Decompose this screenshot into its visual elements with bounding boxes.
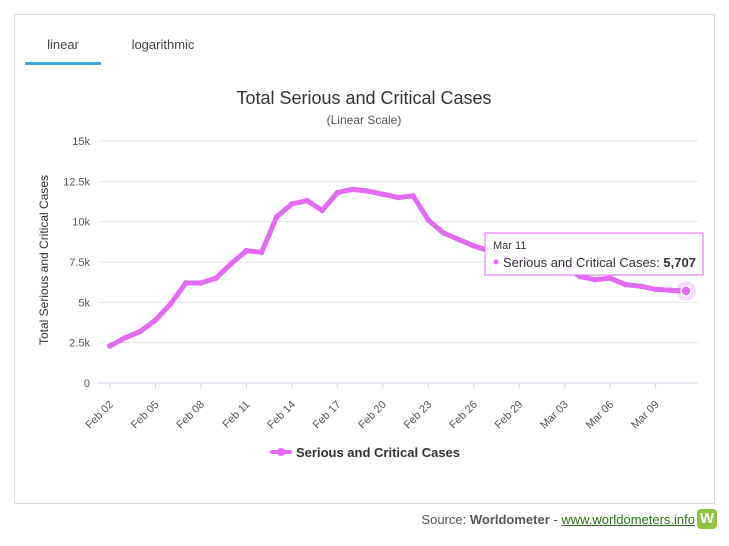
data-point xyxy=(334,189,341,196)
chart-title: Total Serious and Critical Cases xyxy=(236,88,491,108)
y-tick-label: 15k xyxy=(72,136,90,148)
data-point xyxy=(395,194,401,201)
x-tick-label: Mar 09 xyxy=(629,399,662,432)
source-link[interactable]: www.worldometers.info xyxy=(561,512,695,527)
data-point xyxy=(652,286,659,293)
data-point xyxy=(637,283,644,290)
source-separator: - xyxy=(549,512,562,527)
tooltip-text: Serious and Critical Cases: 5,707 xyxy=(503,255,696,270)
x-tick-label: Feb 11 xyxy=(220,399,252,431)
tooltip-label: Serious and Critical Cases: xyxy=(503,255,663,270)
tooltip-value: 5,707 xyxy=(663,255,696,270)
y-tick-label: 12.5k xyxy=(63,176,90,188)
source-line: Source: Worldometer - www.worldometers.i… xyxy=(421,509,695,531)
tooltip: Mar 11 Serious and Critical Cases: 5,707 xyxy=(484,232,704,276)
data-point xyxy=(410,193,416,199)
x-tick-label: Feb 23 xyxy=(402,399,435,432)
chart-subtitle: (Linear Scale) xyxy=(327,113,402,127)
worldometer-logo-icon[interactable]: W xyxy=(697,509,717,529)
legend-label: Serious and Critical Cases xyxy=(296,445,460,460)
y-tick-label: 7.5k xyxy=(69,257,90,269)
data-point xyxy=(198,280,204,286)
data-point xyxy=(137,328,144,335)
data-point xyxy=(364,188,371,194)
y-axis-label: Total Serious and Critical Cases xyxy=(37,175,51,345)
x-tick-labels: Feb 02 Feb 05 Feb 08 Feb 11 Feb 14 Feb 17 Feb … xyxy=(83,399,661,432)
data-point xyxy=(304,197,310,204)
x-tick-label: Mar 06 xyxy=(584,399,617,432)
x-tick-label: Feb 08 xyxy=(174,399,207,432)
data-point xyxy=(607,275,614,281)
data-point xyxy=(470,243,477,249)
data-point xyxy=(592,276,598,283)
tooltip-box xyxy=(484,232,704,276)
legend-marker xyxy=(277,448,285,456)
data-point xyxy=(182,280,189,286)
source-name: Worldometer xyxy=(469,512,550,527)
data-point xyxy=(228,260,235,267)
y-tick-label: 5k xyxy=(78,297,90,309)
data-point xyxy=(425,217,432,223)
tab-logarithmic[interactable]: logarithmic xyxy=(131,37,195,52)
data-point xyxy=(122,335,128,341)
y-tick-label: 2.5k xyxy=(69,338,90,350)
x-tick-label: Feb 14 xyxy=(265,399,298,432)
data-point xyxy=(455,236,462,243)
data-point xyxy=(167,301,174,307)
source-prefix: Source: xyxy=(421,512,470,527)
legend[interactable]: Serious and Critical Cases xyxy=(270,445,460,460)
x-tick-label: Feb 05 xyxy=(129,399,162,432)
tooltip-date: Mar 11 xyxy=(493,240,526,252)
x-tick-label: Feb 02 xyxy=(83,399,116,432)
grid xyxy=(98,140,698,388)
tooltip-dot xyxy=(493,259,499,265)
hover-point xyxy=(680,285,692,297)
data-point xyxy=(349,186,356,193)
x-tick-label: Feb 29 xyxy=(493,399,526,432)
y-tick-label: 0 xyxy=(84,378,90,390)
x-tick-label: Mar 03 xyxy=(538,399,571,432)
data-point xyxy=(622,281,629,288)
data-point xyxy=(289,201,295,207)
data-point xyxy=(668,287,674,294)
data-point xyxy=(273,214,280,220)
data-point xyxy=(440,230,447,236)
data-point xyxy=(213,275,219,281)
data-point xyxy=(152,317,159,323)
x-tick-label: Feb 20 xyxy=(356,399,389,432)
data-point xyxy=(107,343,113,349)
data-point xyxy=(243,247,250,254)
y-tick-labels: 0 2.5k 5k 7.5k 10k 12.5k 15k xyxy=(63,136,90,390)
x-tick-label: Feb 26 xyxy=(447,399,480,432)
data-point xyxy=(319,207,326,214)
data-point xyxy=(258,249,265,256)
data-point xyxy=(380,191,386,198)
y-tick-label: 10k xyxy=(72,217,90,229)
tab-linear[interactable]: linear xyxy=(25,25,101,65)
x-tick-label: Feb 17 xyxy=(311,399,344,432)
